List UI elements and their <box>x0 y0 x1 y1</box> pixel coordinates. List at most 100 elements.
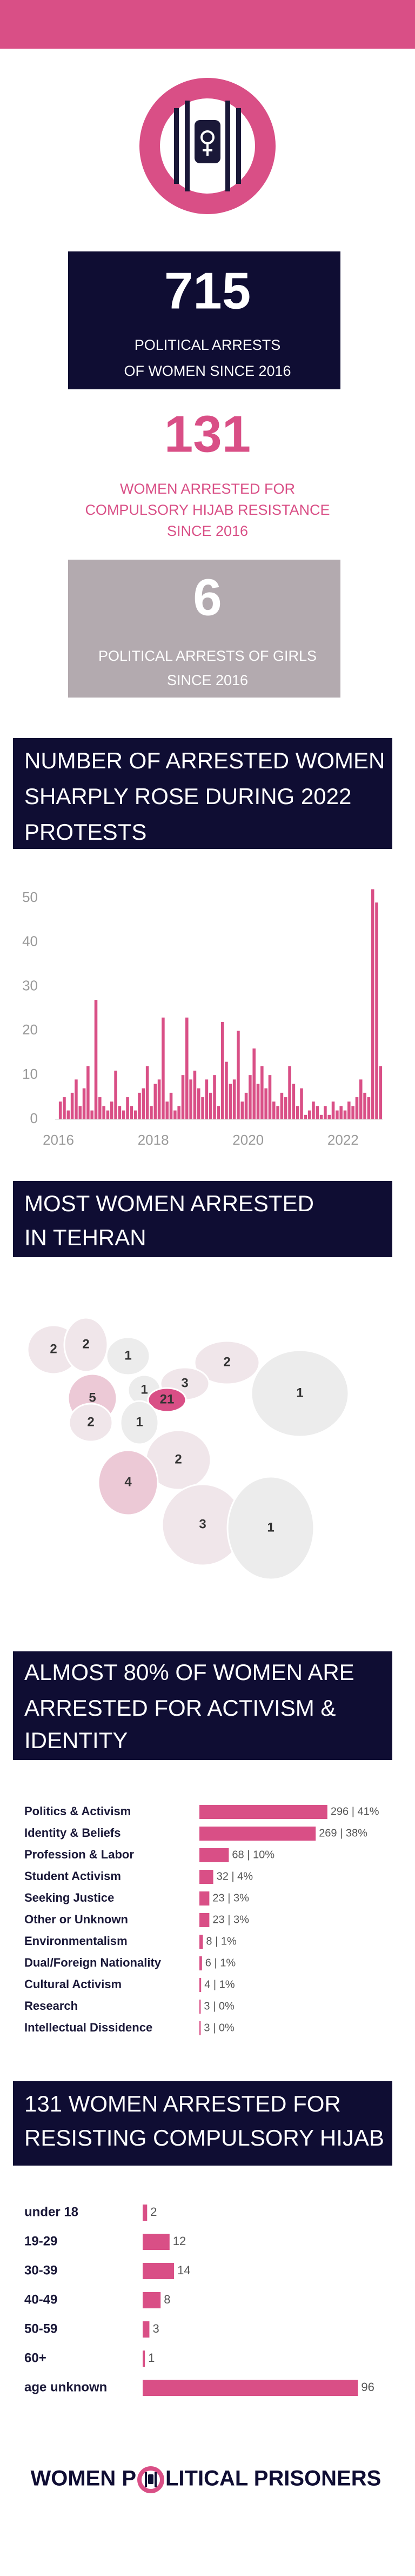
bar <box>126 1097 129 1119</box>
section-title: NUMBER OF ARRESTED WOMEN <box>24 748 385 773</box>
region-label: 21 <box>160 1392 175 1406</box>
bar <box>102 1106 105 1119</box>
bar <box>201 1097 204 1119</box>
bar <box>58 1101 62 1119</box>
category-label: under 18 <box>24 2205 78 2219</box>
bar <box>199 2000 201 2014</box>
bar <box>110 1101 113 1119</box>
category-label: Intellectual Dissidence <box>24 2021 152 2034</box>
section-box <box>13 1181 392 1257</box>
stat-box <box>68 251 340 389</box>
bar <box>199 2021 201 2035</box>
bar <box>118 1106 122 1119</box>
bar <box>199 1891 210 1906</box>
bar <box>296 1106 299 1119</box>
bar <box>264 1088 267 1119</box>
category-label: Profession & Labor <box>24 1848 134 1861</box>
map-region <box>226 1476 315 1581</box>
bar <box>252 1048 256 1119</box>
map-region <box>97 1449 159 1516</box>
category-label: age unknown <box>24 2380 107 2394</box>
region-label: 2 <box>50 1342 57 1356</box>
section-title: IN TEHRAN <box>24 1225 146 1250</box>
bar <box>375 902 378 1119</box>
bar <box>143 2263 175 2279</box>
map-region <box>119 1400 159 1445</box>
value-label: 269 | 38% <box>319 1827 367 1839</box>
bar <box>199 1935 203 1949</box>
section-title: MOST WOMEN ARRESTED <box>24 1191 314 1216</box>
category-label: 60+ <box>24 2351 46 2365</box>
x-tick-label: 2020 <box>232 1132 264 1148</box>
category-label: Politics & Activism <box>24 1804 131 1818</box>
bar <box>237 1031 240 1119</box>
prison-icon <box>139 78 276 214</box>
value-label: 3 | 0% <box>204 2000 235 2012</box>
bar <box>143 2234 170 2250</box>
map-region <box>105 1336 151 1376</box>
section-title: ALMOST 80% OF WOMEN ARE <box>24 1659 354 1685</box>
bar <box>213 1075 216 1119</box>
bar <box>177 1106 180 1119</box>
section-box <box>13 1651 392 1760</box>
x-tick-label: 2016 <box>43 1132 74 1148</box>
region-label: 1 <box>296 1385 303 1400</box>
stat-label: POLITICAL ARRESTS <box>135 337 281 353</box>
value-label: 68 | 10% <box>232 1849 275 1861</box>
bar <box>240 1101 244 1119</box>
bar <box>133 1110 137 1119</box>
bar <box>229 1084 232 1119</box>
bar <box>327 1114 331 1119</box>
bar <box>143 2380 358 2396</box>
stat-label: SINCE 2016 <box>167 523 248 539</box>
category-label: Environmentalism <box>24 1934 128 1948</box>
bar <box>319 1114 323 1119</box>
stat-number: 131 <box>164 405 251 463</box>
section-box <box>13 2081 392 2166</box>
bar <box>268 1075 272 1119</box>
map-region <box>250 1349 350 1438</box>
bar <box>122 1110 125 1119</box>
x-tick-label: 2022 <box>327 1132 359 1148</box>
category-label: 19-29 <box>24 2234 57 2248</box>
bar <box>143 2351 145 2367</box>
bar <box>300 1088 303 1119</box>
value-label: 1 <box>148 2351 155 2365</box>
value-label: 8 <box>164 2293 170 2306</box>
bar <box>260 1066 264 1119</box>
stat-label: COMPULSORY HIJAB RESISTANCE <box>85 502 330 518</box>
category-label: Student Activism <box>24 1869 121 1883</box>
bar <box>145 1066 149 1119</box>
map-region <box>193 1340 260 1385</box>
bar <box>138 1092 141 1119</box>
region-label: 1 <box>140 1382 148 1397</box>
stat-box <box>68 560 340 698</box>
category-label: Seeking Justice <box>24 1891 114 1904</box>
value-label: 3 <box>152 2322 159 2335</box>
bar <box>316 1106 319 1119</box>
bar <box>288 1066 291 1119</box>
bar <box>331 1101 335 1119</box>
y-tick-label: 20 <box>22 1021 38 1038</box>
value-label: 32 | 4% <box>217 1870 253 1882</box>
value-label: 96 <box>361 2380 374 2394</box>
bar <box>217 1106 220 1119</box>
bar <box>181 1075 185 1119</box>
value-label: 296 | 41% <box>331 1805 379 1817</box>
bar <box>336 1110 339 1119</box>
bar <box>143 2321 150 2338</box>
y-tick-label: 0 <box>30 1110 38 1126</box>
bar <box>367 1097 371 1119</box>
section-box <box>13 738 392 849</box>
bar <box>232 1079 236 1119</box>
bar <box>312 1101 315 1119</box>
map-region <box>63 1317 109 1373</box>
bar <box>244 1092 248 1119</box>
region-label: 2 <box>175 1452 182 1466</box>
value-label: 2 <box>150 2205 157 2219</box>
value-label: 23 | 3% <box>212 1914 249 1926</box>
y-tick-label: 50 <box>22 889 38 905</box>
category-label: 30-39 <box>24 2263 57 2278</box>
value-label: 6 | 1% <box>205 1957 236 1969</box>
bar <box>185 1017 189 1119</box>
